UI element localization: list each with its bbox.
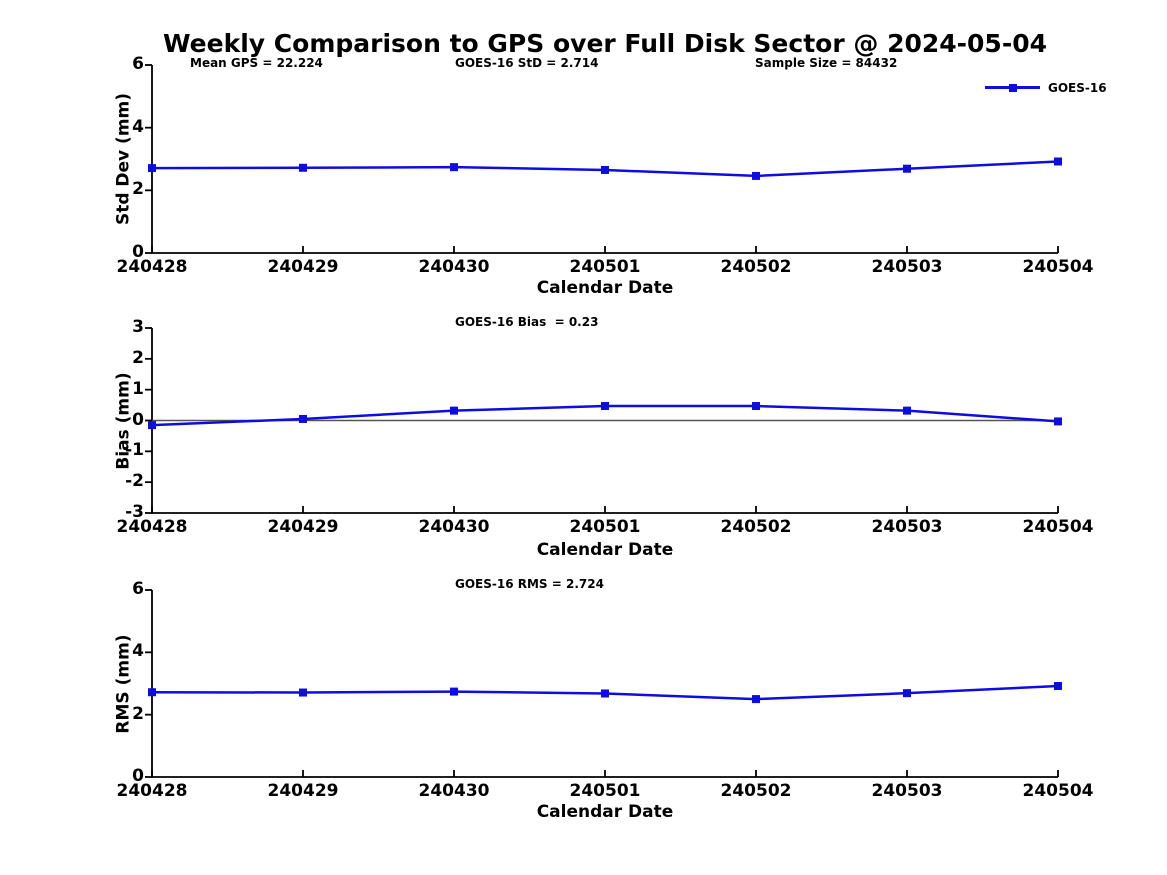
data-point-marker xyxy=(903,164,911,173)
data-point-marker xyxy=(752,695,760,704)
data-point-marker xyxy=(1054,157,1062,166)
y-axis-label-bias: Bias (mm) xyxy=(113,372,134,470)
legend-label: GOES-16 xyxy=(1048,80,1107,95)
data-point-marker xyxy=(903,689,911,698)
data-point-marker xyxy=(450,163,458,172)
legend: GOES-16 xyxy=(985,80,1107,95)
data-point-marker xyxy=(148,421,156,430)
data-point-marker xyxy=(601,165,609,174)
annotation-goes16-bias: GOES-16 Bias = 0.23 xyxy=(455,315,599,329)
data-point-marker xyxy=(148,164,156,173)
chart-title: Weekly Comparison to GPS over Full Disk … xyxy=(163,29,1047,58)
annotation-sample-size: Sample Size = 84432 xyxy=(755,56,898,70)
data-point-marker xyxy=(752,402,760,411)
data-point-marker xyxy=(450,406,458,415)
data-point-marker xyxy=(299,163,307,172)
annotation-goes16-rms: GOES-16 RMS = 2.724 xyxy=(455,577,604,591)
data-point-marker xyxy=(903,406,911,415)
data-point-marker xyxy=(450,687,458,696)
annotation-mean-gps: Mean GPS = 22.224 xyxy=(190,56,323,70)
data-point-marker xyxy=(601,402,609,411)
legend-square-marker-icon xyxy=(1008,83,1017,92)
axis-spines-rms xyxy=(151,590,1058,778)
y-axis-label-std-dev: Std Dev (mm) xyxy=(113,92,134,226)
data-point-marker xyxy=(1054,417,1062,426)
data-point-marker xyxy=(299,414,307,423)
y-axis-label-rms: RMS (mm) xyxy=(113,634,134,734)
data-point-marker xyxy=(148,688,156,697)
legend-line-sample xyxy=(985,83,1040,92)
axis-spines-std-dev xyxy=(151,65,1058,254)
annotation-goes16-std: GOES-16 StD = 2.714 xyxy=(455,56,599,70)
data-point-marker xyxy=(1054,681,1062,690)
x-axis-label-calendar-date-1: Calendar Date xyxy=(536,278,674,298)
data-point-marker xyxy=(299,688,307,697)
x-axis-label-calendar-date-3: Calendar Date xyxy=(536,802,674,822)
x-axis-label-calendar-date-2: Calendar Date xyxy=(536,540,674,560)
data-point-marker xyxy=(601,689,609,698)
data-point-marker xyxy=(752,171,760,180)
